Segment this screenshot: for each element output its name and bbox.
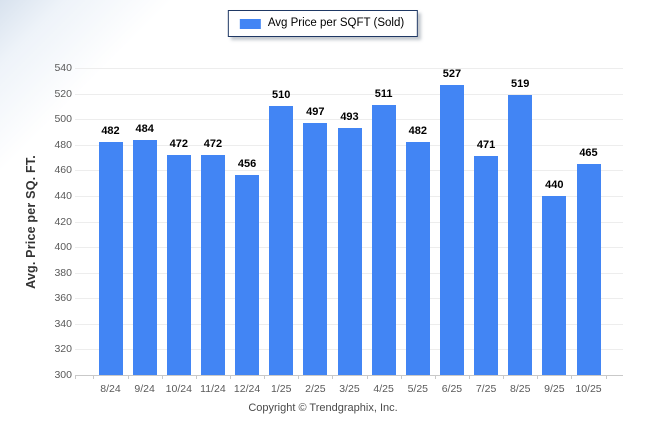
bar	[576, 163, 601, 375]
gridline	[75, 68, 623, 69]
bar-value-label: 497	[306, 106, 325, 119]
x-axis-tick	[127, 375, 129, 379]
bar	[405, 142, 430, 375]
bar	[166, 154, 191, 375]
bar-value-label: 510	[272, 89, 291, 102]
legend-label: Avg Price per SQFT (Sold)	[267, 17, 405, 29]
copyright-text: Copyright © Trendgraphix, Inc.	[248, 402, 398, 414]
y-tick-label: 340	[54, 317, 72, 330]
x-axis-tick	[332, 375, 334, 379]
x-tick-label: 12/24	[233, 383, 261, 395]
bar	[542, 195, 567, 375]
x-tick-label: 9/25	[544, 383, 565, 395]
bar-value-label: 440	[545, 178, 564, 191]
bar	[439, 84, 464, 375]
y-tick-label: 460	[54, 164, 72, 177]
y-tick-label: 420	[54, 215, 72, 228]
x-axis-tick	[298, 375, 300, 379]
y-tick-label: 480	[54, 138, 72, 151]
bar	[235, 175, 260, 375]
x-axis-tick	[434, 375, 436, 379]
y-tick-label: 520	[54, 87, 72, 100]
x-tick-label: 1/25	[270, 383, 292, 395]
bar-value-label: 471	[476, 139, 496, 152]
x-axis-tick	[93, 375, 95, 379]
x-tick-label: 7/25	[475, 383, 497, 395]
legend: Avg Price per SQFT (Sold)	[227, 10, 419, 37]
x-tick-label: 6/25	[441, 383, 463, 395]
x-axis-tick	[195, 375, 197, 379]
bar	[98, 142, 123, 375]
x-axis-tick	[366, 375, 368, 379]
gridline	[75, 119, 623, 121]
x-axis-tick	[605, 375, 607, 379]
gridline	[75, 93, 623, 95]
bar-value-label: 472	[203, 137, 223, 150]
x-axis-tick	[75, 375, 76, 379]
x-axis-tick	[571, 375, 573, 379]
bar-value-label: 527	[442, 67, 462, 80]
x-tick-label: 10/25	[575, 383, 602, 395]
bar-value-label: 465	[579, 146, 598, 159]
bar-value-label: 519	[511, 77, 530, 90]
x-tick-label: 4/25	[373, 383, 394, 395]
x-axis-tick	[537, 375, 539, 379]
bar	[337, 128, 362, 375]
x-axis-tick	[264, 375, 266, 379]
bar	[474, 156, 499, 375]
bar	[269, 106, 294, 375]
x-tick-label: 2/25	[305, 383, 326, 395]
x-tick-label: 8/24	[100, 383, 121, 395]
bar-value-label: 482	[101, 125, 120, 138]
plot-area: 300 320 340 360 380 400 420 440 460 480 500 520 540 4…	[54, 62, 623, 395]
y-tick-label: 320	[54, 343, 72, 356]
x-tick-label: 3/25	[339, 383, 360, 395]
bar	[200, 154, 225, 375]
bar-value-label: 511	[374, 88, 393, 101]
x-tick-label: 8/25	[509, 383, 531, 395]
bar	[303, 123, 328, 375]
x-tick-label: 5/25	[407, 383, 428, 395]
bar	[371, 105, 396, 375]
x-tick-label: 11/24	[200, 383, 226, 395]
bar	[508, 94, 533, 375]
bar-value-label: 493	[340, 111, 359, 124]
x-axis-tick	[469, 375, 470, 379]
bar-value-label: 484	[135, 122, 154, 135]
x-axis-tick	[400, 375, 402, 379]
y-tick-label: 540	[54, 62, 72, 74]
x-tick-label: 10/24	[165, 383, 192, 395]
x-tick-label: 9/24	[134, 383, 155, 395]
x-axis-tick	[230, 375, 231, 379]
x-axis-tick	[503, 375, 505, 379]
bar-value-label: 456	[237, 158, 257, 171]
bar-value-label: 482	[408, 125, 427, 138]
y-tick-label: 500	[54, 113, 72, 126]
y-tick-label: 440	[54, 189, 72, 202]
y-tick-label: 360	[54, 292, 72, 305]
bar-value-label: 472	[169, 137, 188, 150]
legend-swatch	[239, 18, 261, 29]
y-tick-label: 300	[54, 369, 72, 381]
bar	[132, 139, 157, 375]
y-tick-label: 380	[54, 266, 72, 279]
x-axis-tick	[161, 375, 163, 379]
y-tick-label: 400	[54, 241, 72, 254]
